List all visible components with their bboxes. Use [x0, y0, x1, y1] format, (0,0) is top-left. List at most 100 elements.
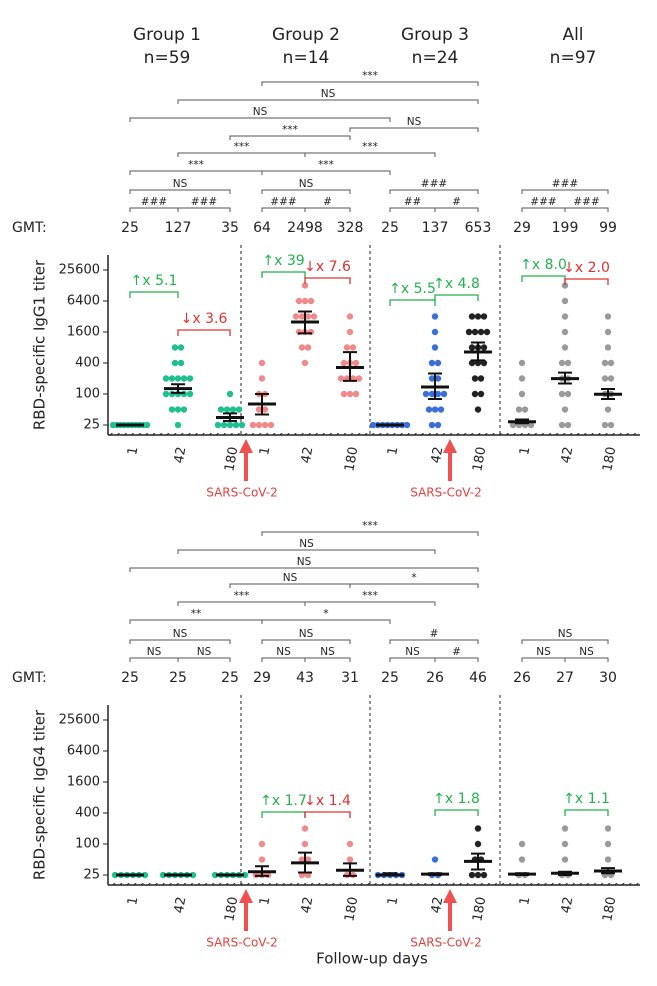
group-name: All — [562, 25, 583, 45]
comparison-bracket — [261, 81, 479, 86]
data-point — [223, 406, 231, 413]
comparison-label: NS — [297, 556, 312, 568]
data-point — [249, 421, 257, 429]
group-n: n=97 — [550, 48, 597, 68]
data-point — [480, 359, 488, 367]
fold-bracket — [434, 294, 479, 301]
data-point — [518, 375, 526, 382]
data-point — [471, 375, 479, 382]
data-point — [258, 375, 266, 382]
infection-arrow-head — [443, 889, 457, 903]
gmt-value: 31 — [341, 670, 359, 686]
comparison-bracket — [261, 207, 306, 212]
x-tick-label: 42 — [429, 446, 447, 465]
gmt-value: 99 — [599, 220, 617, 236]
gmt-value: 25 — [221, 670, 239, 686]
x-tick-label: 180 — [342, 446, 361, 473]
data-point — [480, 871, 488, 879]
comparison-bracket — [129, 657, 179, 662]
infection-arrow-head — [443, 439, 457, 453]
data-point — [471, 328, 479, 336]
fold-bracket — [129, 291, 179, 298]
data-point — [340, 359, 348, 367]
data-point — [474, 840, 482, 848]
data-point — [304, 856, 312, 863]
comparison-bracket — [304, 207, 351, 212]
data-point — [428, 390, 436, 398]
data-point — [241, 871, 249, 879]
x-tick-label: 180 — [470, 896, 489, 923]
data-point — [174, 406, 182, 413]
gmt-value: 26 — [513, 670, 531, 686]
data-point — [564, 359, 572, 367]
data-point — [159, 871, 167, 879]
data-point — [607, 359, 615, 367]
data-point — [301, 282, 309, 289]
comparison-label: *** — [362, 520, 378, 532]
comparison-label: *** — [234, 141, 250, 153]
data-point — [521, 406, 529, 413]
x-tick-label: 42 — [429, 896, 447, 915]
x-tick-label: 42 — [559, 896, 577, 915]
comparison-label: ### — [552, 178, 578, 190]
data-point — [468, 359, 476, 367]
data-point — [177, 344, 185, 351]
y-tick-label: 100 — [75, 837, 100, 852]
comparison-bracket — [261, 170, 391, 175]
data-point — [261, 406, 269, 413]
x-tick-label: 42 — [299, 896, 317, 915]
comparison-bracket — [434, 657, 479, 662]
data-point — [337, 375, 345, 382]
comparison-bracket — [389, 657, 436, 662]
comparison-bracket — [129, 619, 263, 624]
data-point — [561, 406, 569, 413]
comparison-label: *** — [318, 159, 334, 171]
comparison-bracket — [129, 189, 231, 194]
data-point — [428, 375, 436, 382]
fold-bracket — [177, 329, 231, 336]
comparison-label: * — [323, 608, 328, 620]
comparison-bracket — [261, 657, 306, 662]
data-point — [180, 390, 188, 398]
comparison-label: NS — [299, 538, 314, 550]
data-point — [434, 359, 442, 367]
data-point — [474, 313, 482, 320]
data-point — [349, 344, 357, 351]
fold-change: ↓x 3.6 — [181, 311, 228, 327]
y-tick-label: 25 — [83, 868, 100, 883]
comparison-label: # — [452, 196, 461, 208]
data-point — [174, 375, 182, 382]
data-point — [214, 421, 222, 429]
x-tick-label: 1 — [257, 896, 273, 907]
comparison-bracket — [129, 639, 231, 644]
data-point — [255, 406, 263, 413]
y-tick-label: 25600 — [59, 712, 100, 727]
fold-bracket — [564, 278, 609, 285]
y-tick-label: 25 — [83, 418, 100, 433]
gmt-value: 328 — [337, 220, 364, 236]
data-point — [428, 421, 436, 429]
comparison-label: ### — [270, 196, 296, 208]
comparison-bracket — [521, 639, 609, 644]
comparison-label: * — [411, 572, 416, 584]
comparison-bracket — [177, 207, 231, 212]
data-point — [480, 344, 488, 351]
comparison-label: NS — [253, 106, 268, 118]
comparison-bracket — [389, 207, 436, 212]
data-point — [177, 359, 185, 367]
comparison-bracket — [177, 601, 306, 606]
data-point — [304, 313, 312, 320]
data-point — [434, 390, 442, 398]
data-point — [226, 421, 234, 429]
data-point — [232, 421, 240, 429]
data-point — [471, 390, 479, 398]
data-point — [180, 375, 188, 382]
data-point — [425, 406, 433, 413]
data-point — [298, 313, 306, 320]
data-point — [474, 359, 482, 367]
comparison-label: *** — [234, 590, 250, 602]
comparison-bracket — [434, 207, 479, 212]
data-point — [601, 421, 609, 429]
data-point — [258, 856, 266, 863]
comparison-label: NS — [407, 116, 422, 128]
